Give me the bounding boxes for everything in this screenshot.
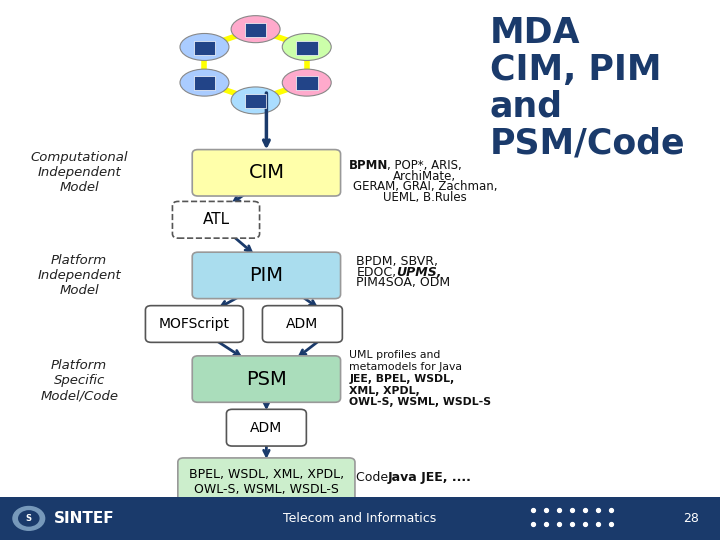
Ellipse shape xyxy=(282,69,331,96)
Text: PIM: PIM xyxy=(249,266,284,285)
FancyBboxPatch shape xyxy=(226,409,307,446)
Text: JEE, BPEL, WSDL,: JEE, BPEL, WSDL, xyxy=(349,374,454,384)
Text: UEML, B.Rules: UEML, B.Rules xyxy=(383,191,467,204)
FancyBboxPatch shape xyxy=(192,356,341,402)
Text: UPMS,: UPMS, xyxy=(396,266,441,279)
Text: UML profiles and: UML profiles and xyxy=(349,350,441,360)
FancyBboxPatch shape xyxy=(245,94,266,108)
Text: OWL-S, WSML, WSDL-S: OWL-S, WSML, WSDL-S xyxy=(349,397,491,408)
Text: EDOC,: EDOC, xyxy=(356,266,397,279)
Circle shape xyxy=(13,507,45,530)
FancyBboxPatch shape xyxy=(192,150,341,196)
Text: ADM: ADM xyxy=(287,317,318,331)
FancyBboxPatch shape xyxy=(194,40,215,55)
FancyBboxPatch shape xyxy=(173,201,260,238)
Text: GERAM, GRAI, Zachman,: GERAM, GRAI, Zachman, xyxy=(353,180,497,193)
Text: 28: 28 xyxy=(683,512,699,525)
Text: MDA
CIM, PIM
and
PSM/Code: MDA CIM, PIM and PSM/Code xyxy=(490,16,685,160)
Text: Platform
Specific
Model/Code: Platform Specific Model/Code xyxy=(40,359,118,402)
Text: CIM: CIM xyxy=(248,163,284,183)
FancyBboxPatch shape xyxy=(192,252,341,299)
FancyBboxPatch shape xyxy=(296,40,318,55)
Text: Java JEE, ....: Java JEE, .... xyxy=(387,471,471,484)
Text: BPDM, SBVR,: BPDM, SBVR, xyxy=(356,255,438,268)
Text: Code,: Code, xyxy=(356,471,397,484)
FancyBboxPatch shape xyxy=(178,458,355,505)
FancyBboxPatch shape xyxy=(262,306,343,342)
Text: BPEL, WSDL, XML, XPDL,
OWL-S, WSML, WSDL-S: BPEL, WSDL, XML, XPDL, OWL-S, WSML, WSDL… xyxy=(189,468,344,496)
Circle shape xyxy=(19,511,39,526)
Ellipse shape xyxy=(231,87,280,114)
FancyBboxPatch shape xyxy=(145,306,243,342)
Bar xyxy=(0,497,720,540)
Text: BPMN: BPMN xyxy=(349,159,389,172)
Text: ArchiMate,: ArchiMate, xyxy=(393,170,456,183)
Ellipse shape xyxy=(282,33,331,60)
FancyBboxPatch shape xyxy=(296,76,318,90)
Text: MOFScript: MOFScript xyxy=(159,317,230,331)
FancyBboxPatch shape xyxy=(245,23,266,37)
Text: S: S xyxy=(26,514,32,523)
Text: ATL: ATL xyxy=(202,212,230,227)
Ellipse shape xyxy=(231,16,280,43)
Text: , POP*, ARIS,: , POP*, ARIS, xyxy=(387,159,462,172)
Text: XML, XPDL,: XML, XPDL, xyxy=(349,386,420,396)
Text: Computational
Independent
Model: Computational Independent Model xyxy=(30,151,128,194)
Text: Platform
Independent
Model: Platform Independent Model xyxy=(37,254,121,297)
Ellipse shape xyxy=(180,69,229,96)
Text: PIM4SOA, ODM: PIM4SOA, ODM xyxy=(356,276,451,289)
Text: ADM: ADM xyxy=(251,421,282,435)
Text: metamodels for Java: metamodels for Java xyxy=(349,362,462,372)
Text: Telecom and Informatics: Telecom and Informatics xyxy=(284,512,436,525)
Text: PSM: PSM xyxy=(246,369,287,389)
Ellipse shape xyxy=(180,33,229,60)
Text: SINTEF: SINTEF xyxy=(54,511,114,526)
FancyBboxPatch shape xyxy=(194,76,215,90)
